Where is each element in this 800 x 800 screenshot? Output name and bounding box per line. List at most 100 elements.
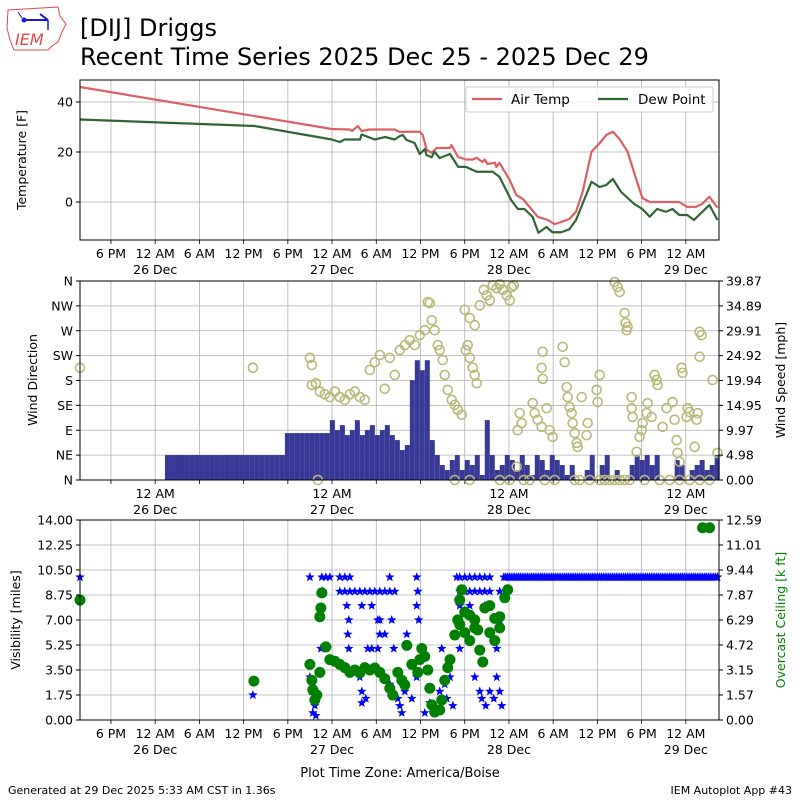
y-tick-label-right: 0.00 <box>726 473 754 488</box>
wind-speed-bar <box>214 455 220 480</box>
wind-speed-bar <box>394 440 400 480</box>
ceiling-point <box>494 611 506 623</box>
visibility-point <box>435 686 445 696</box>
visibility-point <box>465 586 475 596</box>
wind-speed-bar <box>634 455 640 480</box>
wind-direction-point <box>437 354 449 366</box>
wind-speed-bar <box>529 475 535 480</box>
x-tick-label: 12 AM <box>489 486 528 501</box>
wind-direction-point <box>469 319 481 331</box>
wind-speed-bar <box>259 455 265 480</box>
wind-direction-point <box>547 431 558 443</box>
visibility-point <box>343 629 353 639</box>
visibility-point <box>470 586 480 596</box>
app-credit: IEM Autoplot App #43 <box>670 784 793 797</box>
y-tick-label-right: 4.72 <box>726 638 754 653</box>
wind-direction-point <box>614 286 625 298</box>
y-tick-label: 10.50 <box>37 563 73 578</box>
wind-speed-bar <box>219 455 225 480</box>
visibility-point <box>380 586 390 596</box>
wind-speed-bar <box>424 360 430 480</box>
dew-point-line <box>79 118 719 234</box>
visibility-point <box>375 586 385 596</box>
wind-speed-bar <box>209 455 215 480</box>
wind-direction-point <box>657 421 668 433</box>
ceiling-point <box>454 594 466 606</box>
wind-speed-bar <box>559 465 565 480</box>
wind-speed-bar <box>284 433 290 480</box>
visibility-point <box>437 643 447 653</box>
wind-direction-point <box>694 351 705 363</box>
wind-direction-point <box>516 417 527 429</box>
wind-direction-point <box>471 377 483 389</box>
visibility-point <box>465 600 475 610</box>
x-date-label: 27 Dec <box>310 262 354 277</box>
wind-speed-bar <box>434 455 440 480</box>
wind-speed-bar <box>204 455 210 480</box>
wind-direction-point <box>467 362 479 374</box>
ceiling-point <box>419 650 431 662</box>
y-tick-label-right: 12.59 <box>726 513 762 528</box>
x-tick-label: 12 AM <box>136 486 175 501</box>
wind-direction-point <box>684 406 695 418</box>
wind-direction-point <box>429 324 441 336</box>
visibility-point <box>248 690 258 699</box>
ceiling-point <box>424 682 436 694</box>
x-date-label: 29 Dec <box>664 262 708 277</box>
x-tick-label: 12 AM <box>666 486 705 501</box>
wind-speed-bar <box>379 430 385 480</box>
wind-direction-point <box>506 281 518 293</box>
wind-direction-point <box>649 369 660 381</box>
ceiling-point <box>456 584 468 596</box>
wind-direction-point <box>634 431 645 443</box>
wind-direction-point <box>384 352 396 364</box>
x-date-label: 26 Dec <box>133 262 177 277</box>
visibility-point <box>402 629 412 639</box>
wind-speed-bar <box>689 470 695 480</box>
wind-speed-bar <box>264 455 270 480</box>
y-tick-label-right: 9.44 <box>726 563 754 578</box>
wind-speed-bar <box>269 455 275 480</box>
wind-direction-point <box>712 447 723 459</box>
ceiling-point <box>477 656 489 668</box>
wind-direction-point <box>409 339 421 351</box>
visibility-point <box>485 686 495 696</box>
y-axis-label-ceiling: Overcast Ceiling [k ft] <box>773 552 788 688</box>
ceiling-point <box>315 602 327 614</box>
wind-direction-point <box>334 391 346 403</box>
x-date-label: 26 Dec <box>133 742 177 757</box>
wind-direction-point <box>557 341 568 353</box>
x-tick-label: 12 AM <box>312 246 351 261</box>
x-tick-label: 12 AM <box>666 246 705 261</box>
y-tick-label-right: 0.00 <box>726 713 754 728</box>
wind-speed-bar <box>384 425 390 480</box>
visibility-point <box>385 586 395 596</box>
visibility-point <box>390 586 400 596</box>
wind-speed-bar <box>299 433 305 480</box>
wind-speed-bar <box>429 440 435 480</box>
x-tick-label: 6 PM <box>273 726 303 741</box>
x-tick-label: 12 AM <box>489 726 528 741</box>
wind-direction-point <box>566 407 577 419</box>
wind-speed-bar <box>349 430 355 480</box>
visibility-point <box>360 586 370 596</box>
wind-direction-point <box>637 417 648 429</box>
wind-speed-bar <box>454 455 460 480</box>
wind-direction-point <box>652 379 663 391</box>
y-axis-label-visibility: Visibility [miles] <box>8 570 23 669</box>
visibility-point <box>460 572 470 582</box>
ceiling-point <box>316 587 328 599</box>
iem-logo: IEM <box>6 6 67 51</box>
wind-speed-bar <box>694 465 700 480</box>
visibility-point <box>344 615 354 624</box>
visibility-point <box>335 572 345 582</box>
wind-speed-bar <box>649 465 655 480</box>
visibility-point <box>340 572 350 582</box>
visibility-point <box>357 600 367 610</box>
wind-speed-bar <box>239 455 245 480</box>
y-tick-label-right: 29.91 <box>726 323 762 338</box>
ceiling-point <box>464 635 476 647</box>
x-tick-label: 12 PM <box>401 726 439 741</box>
wind-direction-point <box>627 411 638 423</box>
